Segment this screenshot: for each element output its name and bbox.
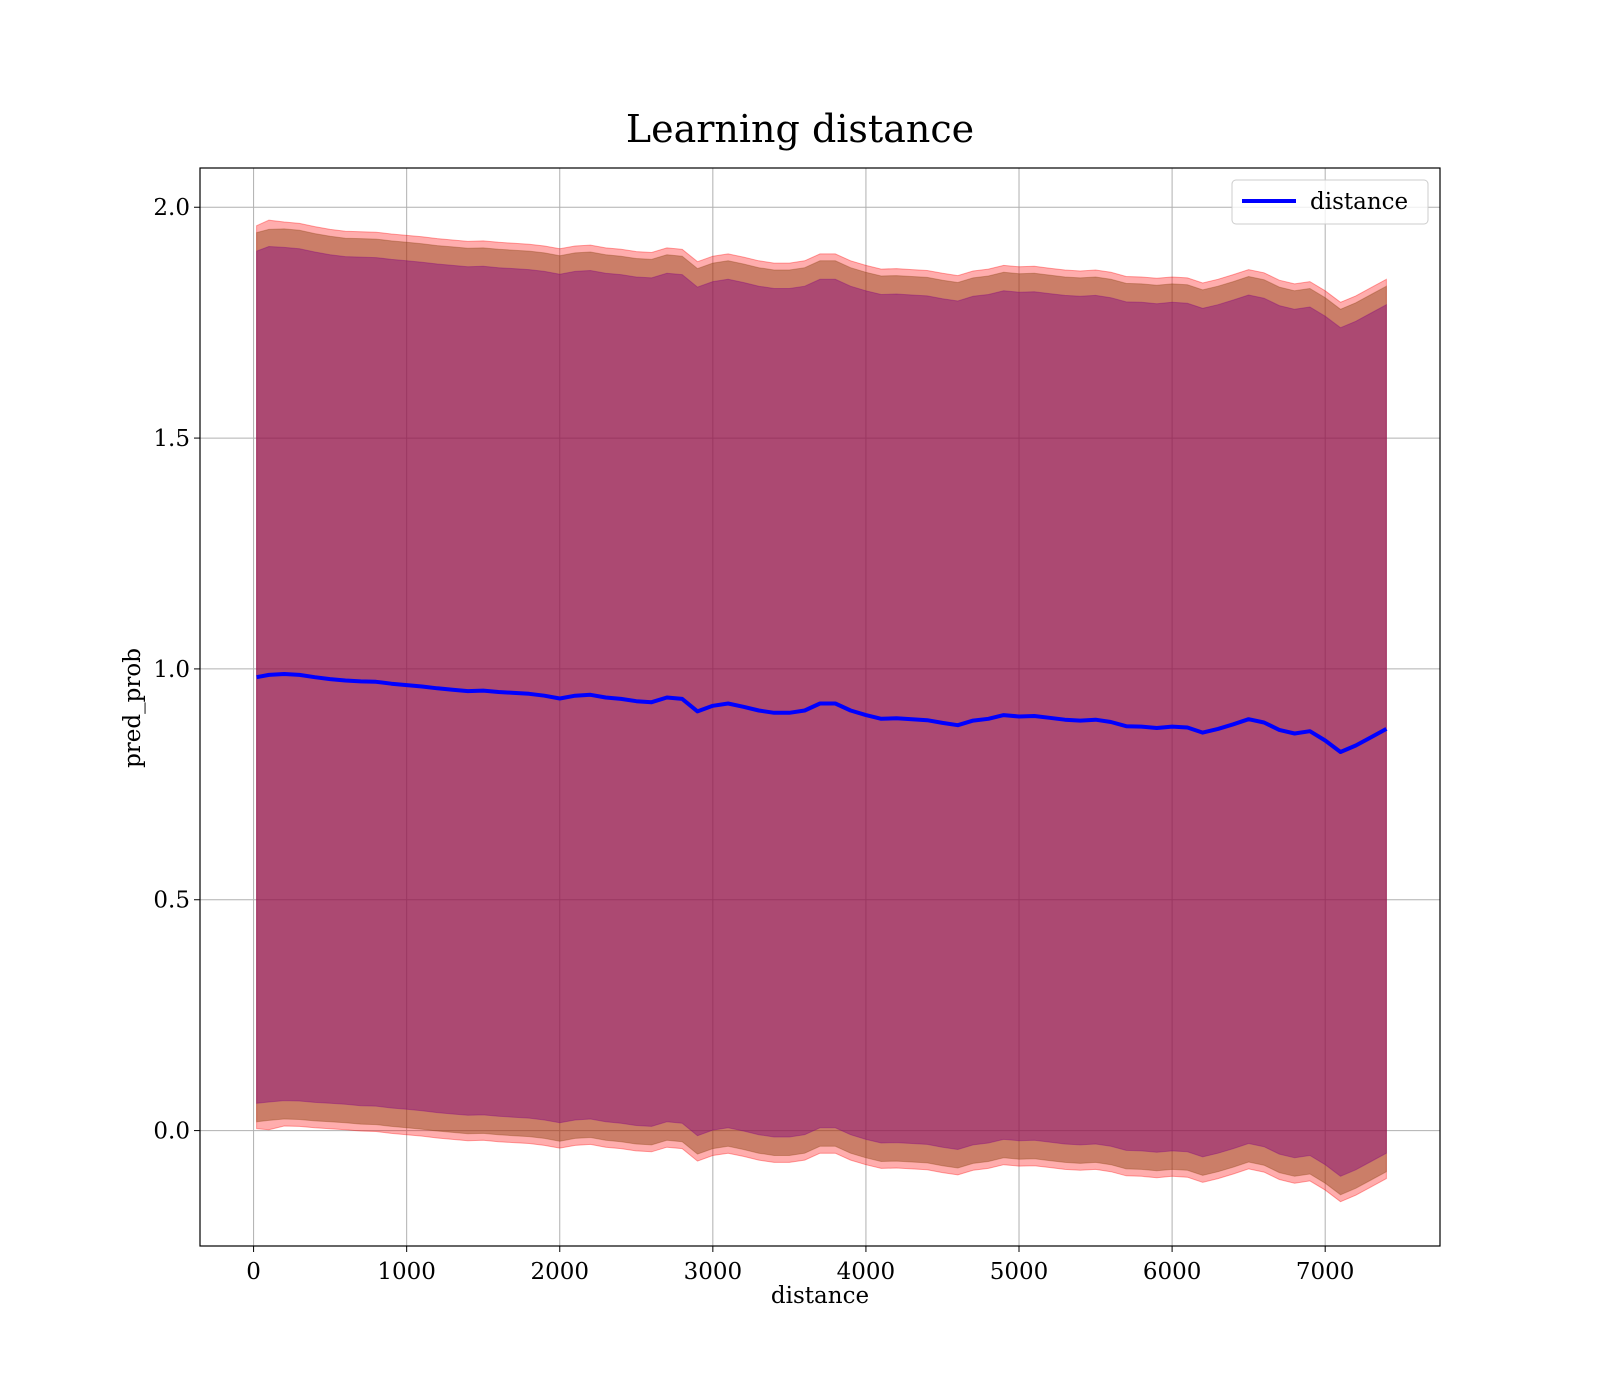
x-tick-label: 4000: [837, 1259, 896, 1285]
plot-area-frame: [199, 167, 1441, 1247]
x-tick-label: 2000: [530, 1259, 589, 1285]
series-lines: [256, 672, 1388, 754]
y-tick-label: 0.0: [153, 1119, 190, 1145]
x-tick-label: 1000: [377, 1259, 436, 1285]
y-tick-label: 1.0: [153, 657, 190, 683]
x-axis-label: distance: [771, 1283, 869, 1309]
chart-title: Learning distance: [626, 107, 974, 151]
x-tick-label: 5000: [990, 1259, 1049, 1285]
legend-label-distance: distance: [1310, 189, 1408, 215]
y-tick-label: 0.5: [153, 888, 190, 914]
y-tick-label: 1.5: [153, 426, 190, 452]
legend-box: [1231, 179, 1429, 225]
legend: distance: [1231, 179, 1429, 225]
y-axis-label: pred_prob: [120, 648, 146, 768]
x-axis-ticks: 0 1000 2000 3000 4000 5000 6000 7000: [246, 1246, 1354, 1285]
confidence-bands: [256, 219, 1387, 1203]
x-tick-label: 7000: [1296, 1259, 1355, 1285]
series-line-distance: [256, 672, 1388, 754]
x-tick-label: 0: [246, 1259, 261, 1285]
confidence-band-2: [256, 228, 1387, 1196]
y-axis-ticks: 0.0 0.5 1.0 1.5 2.0: [153, 195, 200, 1145]
y-tick-label: 2.0: [153, 195, 190, 221]
confidence-band-3: [256, 245, 1387, 1177]
x-tick-label: 3000: [684, 1259, 743, 1285]
confidence-band-1: [256, 219, 1387, 1203]
x-tick-label: 6000: [1143, 1259, 1202, 1285]
